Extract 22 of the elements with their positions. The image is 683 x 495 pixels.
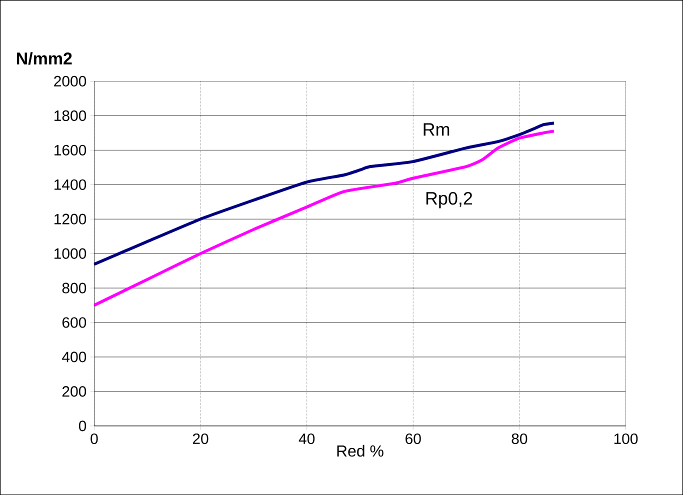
x-tick-label: 0 xyxy=(90,433,98,444)
x-tick-label: 20 xyxy=(192,433,208,444)
y-tick-label: 1600 xyxy=(54,144,86,156)
y-tick-label: 1000 xyxy=(54,248,86,259)
y-tick-label: 1400 xyxy=(54,179,86,190)
y-tick-label: 200 xyxy=(62,386,86,397)
x-tick-label: 100 xyxy=(614,433,638,444)
y-tick-label: 400 xyxy=(62,352,86,362)
y-tick-label: 600 xyxy=(62,317,86,328)
series-label: Rp0,2 xyxy=(426,192,472,208)
y-tick-label: 0 xyxy=(78,420,86,432)
y-tick-label: 1200 xyxy=(54,214,86,224)
x-axis-title: Red % xyxy=(337,444,384,457)
x-tick-label: 40 xyxy=(298,433,315,444)
x-tick-label: 80 xyxy=(512,433,528,444)
y-tick-label: 800 xyxy=(62,282,86,294)
series-label: Rm xyxy=(424,123,450,136)
chart-title: N/mm2 xyxy=(16,52,72,65)
y-tick-label: 2000 xyxy=(54,76,86,86)
y-tick-label: 1800 xyxy=(54,110,86,121)
x-tick-label: 60 xyxy=(406,433,421,444)
line-series xyxy=(92,122,556,266)
